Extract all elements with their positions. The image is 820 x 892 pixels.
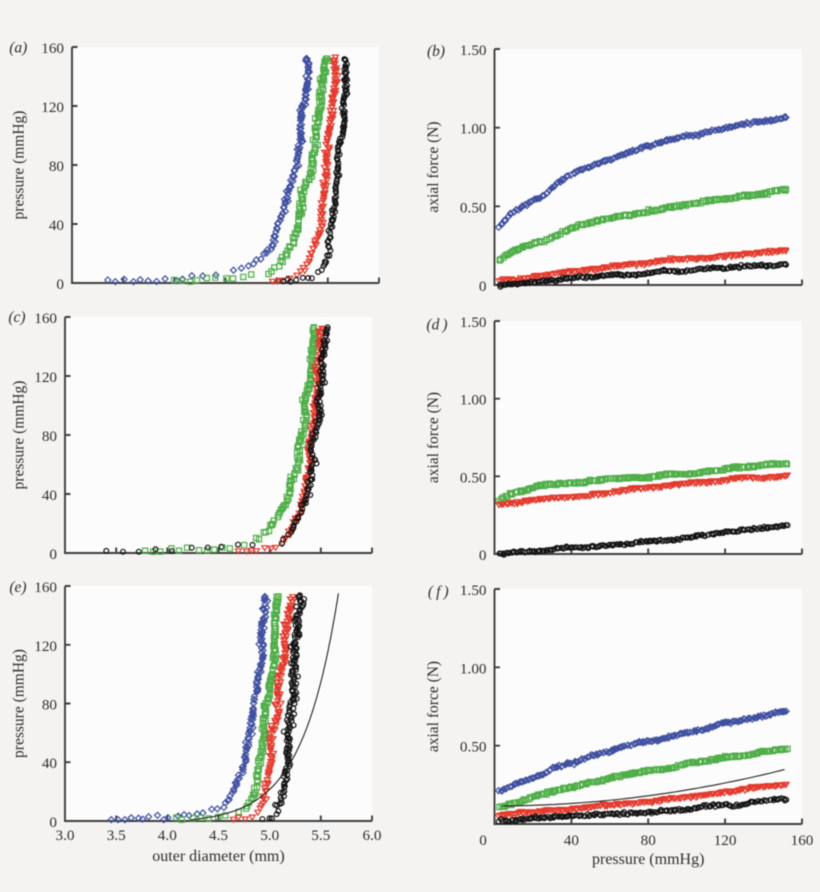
svg-text:120: 120 [34,369,57,386]
svg-text:0.50: 0.50 [460,739,487,756]
svg-text:40: 40 [49,217,65,234]
svg-text:(d ): (d ) [426,317,447,334]
svg-text:(b): (b) [427,43,445,60]
svg-text:40: 40 [42,755,58,772]
svg-text:1.00: 1.00 [460,660,487,677]
svg-text:6.0: 6.0 [363,827,382,844]
svg-text:160: 160 [34,579,57,596]
svg-text:1.00: 1.00 [460,392,487,409]
svg-text:40: 40 [42,487,58,504]
svg-text:5.5: 5.5 [311,827,330,844]
svg-text:pressure (mmHg): pressure (mmHg) [11,381,28,490]
svg-text:pressure (mmHg): pressure (mmHg) [11,649,28,758]
svg-text:4.0: 4.0 [158,827,177,844]
svg-text:3.0: 3.0 [56,827,75,844]
svg-text:0.50: 0.50 [460,469,487,486]
svg-text:axial force (N): axial force (N) [425,121,442,212]
svg-text:(a): (a) [9,40,27,57]
svg-text:0: 0 [479,832,487,849]
svg-text:160: 160 [791,832,814,849]
svg-text:axial force (N): axial force (N) [425,392,442,483]
svg-text:120: 120 [714,832,737,849]
svg-text:0: 0 [49,814,57,831]
svg-text:80: 80 [42,697,58,714]
svg-text:80: 80 [42,428,58,445]
svg-text:120: 120 [41,99,64,116]
svg-text:1.50: 1.50 [460,582,487,599]
svg-text:80: 80 [641,832,657,849]
svg-text:(e): (e) [9,579,26,596]
svg-text:0: 0 [479,547,487,564]
svg-text:160: 160 [41,40,64,57]
svg-text:160: 160 [34,310,57,327]
svg-text:1.50: 1.50 [460,42,487,59]
svg-text:80: 80 [49,158,65,175]
svg-text:0: 0 [479,278,487,295]
svg-text:1.00: 1.00 [460,121,487,138]
svg-text:pressure (mmHg): pressure (mmHg) [592,851,704,868]
svg-text:3.5: 3.5 [107,827,126,844]
svg-text:0.50: 0.50 [460,199,487,216]
svg-text:120: 120 [34,638,57,655]
svg-text:(c): (c) [8,309,25,326]
svg-text:5.0: 5.0 [260,827,279,844]
svg-text:0: 0 [49,546,57,563]
svg-text:40: 40 [564,832,580,849]
svg-text:( f ): ( f ) [428,584,449,601]
svg-text:1.50: 1.50 [460,314,487,331]
svg-text:0: 0 [56,276,64,293]
svg-text:pressure (mmHg): pressure (mmHg) [11,111,28,220]
svg-text:outer diameter (mm): outer diameter (mm) [152,848,284,865]
svg-text:4.5: 4.5 [209,827,228,844]
svg-text:axial force (N): axial force (N) [425,661,442,752]
